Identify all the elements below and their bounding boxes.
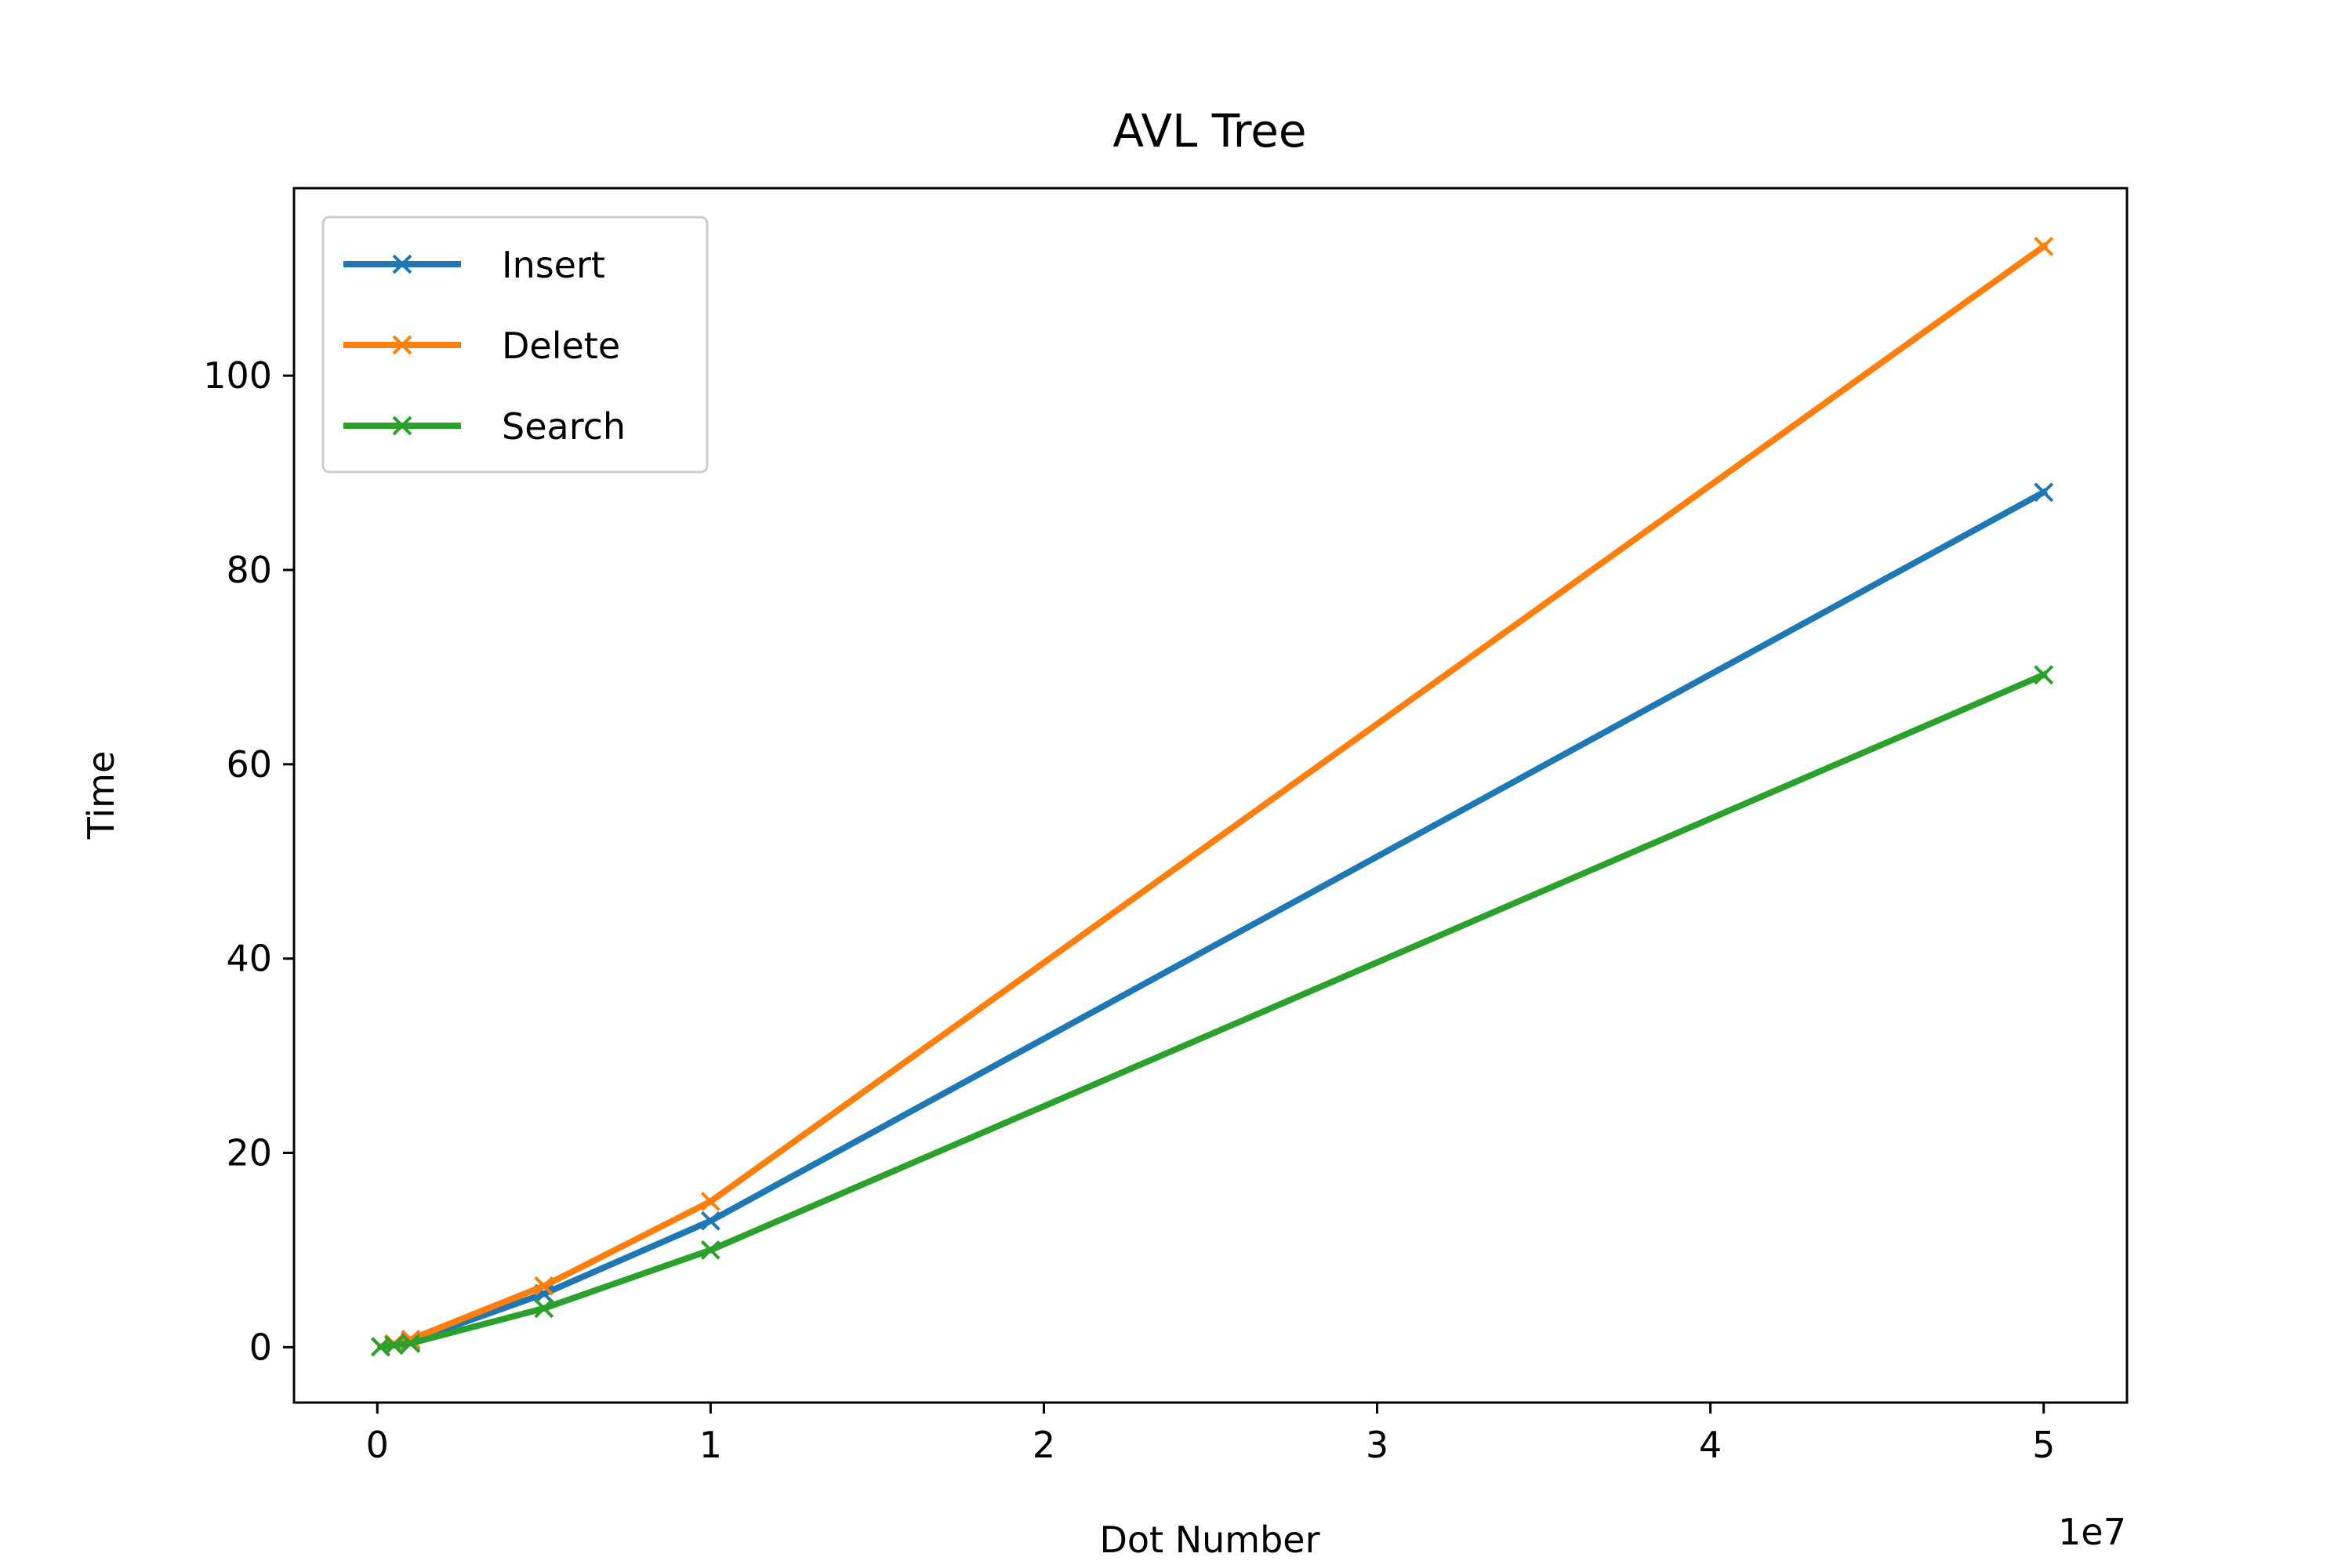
- x-axis-offset-label: 1e7: [2058, 1511, 2126, 1553]
- legend-entry: Delete: [343, 325, 620, 367]
- legend-marker: [392, 416, 412, 436]
- legend-box: [321, 216, 709, 474]
- x-tick-label: 4: [1699, 1424, 1722, 1466]
- legend-label: Delete: [502, 325, 620, 367]
- legend-label: Insert: [502, 244, 605, 286]
- data-point: [700, 1240, 720, 1260]
- legend-marker: [392, 254, 412, 274]
- y-axis-label: Time: [80, 751, 122, 840]
- legend-label: Search: [502, 405, 626, 448]
- chart-title: AVL Tree: [1112, 104, 1306, 158]
- x-tick-label: 0: [366, 1424, 389, 1466]
- data-point: [534, 1276, 554, 1296]
- y-tick-label: 0: [249, 1326, 272, 1368]
- data-point: [401, 1333, 421, 1353]
- y-tick-label: 20: [226, 1132, 272, 1174]
- series-layer: [371, 236, 2054, 1357]
- x-tick-label: 3: [1366, 1424, 1388, 1466]
- y-tick-label: 40: [226, 938, 272, 980]
- y-tick-label: 100: [203, 354, 272, 397]
- legend-marker: [392, 335, 412, 355]
- data-point: [700, 1210, 720, 1231]
- legend-entries: Insert Delete Search: [343, 244, 626, 448]
- data-point: [2034, 482, 2054, 503]
- series-search: [371, 665, 2054, 1357]
- legend-entry: Insert: [343, 244, 605, 286]
- x-axis-ticks: 0 1 2 3 4 5: [366, 1403, 2055, 1466]
- data-point: [2034, 236, 2054, 256]
- y-axis-ticks: 0 20 40 60 80 100: [203, 354, 294, 1368]
- plot-frame: [292, 187, 2129, 1404]
- y-tick-label: 60: [226, 743, 272, 786]
- data-point: [700, 1192, 720, 1211]
- x-tick-label: 5: [2032, 1424, 2055, 1466]
- x-tick-label: 1: [699, 1424, 722, 1466]
- legend: Insert Delete Search: [321, 216, 709, 474]
- legend-entry: Search: [343, 405, 626, 448]
- data-point: [384, 1335, 404, 1356]
- x-axis-label: Dot Number: [1099, 1519, 1319, 1561]
- data-point: [2034, 665, 2054, 685]
- x-tick-label: 2: [1033, 1424, 1055, 1466]
- data-point: [534, 1298, 554, 1319]
- y-tick-label: 80: [226, 549, 272, 591]
